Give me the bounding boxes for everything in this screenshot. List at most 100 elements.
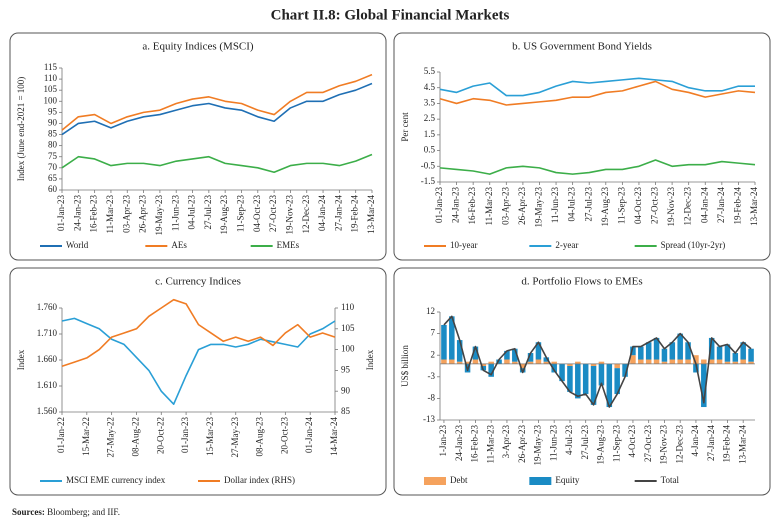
- y-tick-label: 100: [44, 95, 58, 105]
- x-tick-label: 04-Jan-24: [317, 195, 327, 231]
- legend-label: Spread (10yr-2yr): [661, 240, 726, 250]
- y-axis-label: Per cent: [400, 112, 410, 142]
- x-tick-label: 3-Apr-23: [501, 425, 511, 459]
- bar: [677, 333, 683, 360]
- bar: [527, 361, 534, 364]
- x-tick-label: 27-Jul-23: [203, 195, 213, 230]
- x-tick-label: 01-Jan-23: [56, 195, 66, 231]
- bar: [638, 359, 644, 364]
- x-tick-label: 19-Aug-23: [600, 187, 610, 227]
- x-tick-label: 15-Mar-22: [81, 417, 91, 456]
- y-tick-label: 4.5: [424, 82, 436, 92]
- y2-tick-label: 105: [341, 323, 355, 333]
- bar: [748, 348, 754, 362]
- bar: [614, 368, 620, 395]
- bar: [677, 359, 683, 364]
- x-tick-label: 04-Jul-23: [187, 195, 197, 230]
- bar: [716, 359, 723, 364]
- x-tick-label: 11-Sep-23: [616, 187, 626, 225]
- sources-text: Bloomberg; and IIF.: [47, 507, 120, 517]
- bar: [685, 342, 691, 360]
- series-line: [61, 317, 336, 405]
- legend-label: Equity: [555, 475, 579, 485]
- x-tick-label: 4-Oct-23: [627, 425, 637, 458]
- bar: [685, 359, 691, 364]
- panel-frame: [9, 32, 387, 261]
- y2-tick-label: 100: [341, 344, 355, 354]
- legend-label: 10-year: [450, 240, 477, 250]
- y-tick-label: 65: [48, 173, 58, 183]
- bar: [575, 361, 581, 364]
- bar: [614, 363, 620, 369]
- x-tick-label: 27-Jul-23: [583, 187, 593, 222]
- bar: [693, 355, 699, 364]
- bar: [732, 361, 739, 364]
- x-tick-label: 4-Jan-24: [690, 425, 700, 457]
- x-tick-label: 26-Apr-23: [517, 425, 527, 463]
- sources: Sources: Bloomberg; and IIF.: [12, 507, 120, 517]
- bar: [519, 363, 526, 369]
- x-tick-label: 11-Jun-23: [548, 425, 558, 462]
- x-tick-label: 08-Aug-23: [255, 417, 265, 457]
- y2-tick-label: 90: [341, 385, 351, 395]
- y2-tick-label: 95: [341, 364, 351, 374]
- bar: [567, 363, 573, 366]
- legend-swatch: [529, 477, 552, 485]
- x-tick-label: 19-Aug-23: [596, 425, 606, 465]
- y2-axis-label: Index: [365, 349, 375, 370]
- x-tick-label: 11-Mar-23: [105, 195, 115, 234]
- y-tick-label: -0.5: [421, 160, 436, 170]
- bar: [441, 359, 447, 364]
- x-tick-label: 27-Jul-23: [580, 425, 590, 460]
- bar: [504, 359, 510, 364]
- panel-title: d. Portfolio Flows to EMEs: [521, 276, 642, 288]
- x-tick-label: 26-Apr-23: [138, 195, 148, 233]
- series-line: [61, 73, 373, 131]
- panel-frame: [393, 32, 771, 261]
- panel-frame: [9, 267, 387, 496]
- x-tick-label: 13-Mar-24: [366, 195, 376, 234]
- y-tick-label: 0.5: [424, 145, 436, 155]
- y-tick-label: 1.560: [37, 406, 58, 416]
- bar: [645, 359, 652, 364]
- x-tick-label: 27-Jan-24: [333, 195, 343, 231]
- x-tick-label: 01-Jan-23: [434, 187, 444, 223]
- x-tick-label: 01-Jan-24: [304, 417, 314, 453]
- x-tick-label: 19-Nov-23: [284, 195, 294, 235]
- bar: [724, 361, 731, 364]
- bar: [488, 361, 494, 364]
- x-tick-label: 19-Nov-23: [659, 425, 669, 465]
- x-tick-label: 11-Jun-23: [170, 195, 180, 232]
- x-tick-label: 11-Sep-23: [236, 195, 246, 233]
- panel-frame: [393, 267, 771, 496]
- y-tick-label: 115: [44, 62, 58, 72]
- panel-title: b. US Government Bond Yields: [512, 41, 652, 53]
- bar: [472, 359, 479, 364]
- y-tick-label: 70: [48, 162, 58, 172]
- y-tick-label: 105: [44, 84, 58, 94]
- series-line: [439, 80, 756, 106]
- y-axis-label: Index: [16, 349, 26, 370]
- y-axis-label: Index (June end-2021 = 100): [16, 77, 26, 182]
- series-line: [61, 153, 373, 174]
- bar: [653, 359, 660, 364]
- x-tick-label: 27-Oct-23: [643, 425, 653, 462]
- bar: [606, 363, 613, 408]
- x-tick-label: 12-Dec-23: [301, 195, 311, 234]
- x-tick-label: 20-Oct-23: [279, 417, 289, 454]
- x-tick-label: 11-Jun-23: [550, 187, 560, 224]
- x-tick-label: 19-Feb-24: [732, 187, 742, 225]
- x-tick-label: 19-Nov-23: [666, 187, 676, 227]
- legend-label: Debt: [450, 475, 468, 485]
- sources-label: Sources:: [12, 507, 45, 517]
- y-tick-label: -1.5: [421, 176, 436, 186]
- y-tick-label: 90: [48, 118, 58, 128]
- x-tick-label: 04-Oct-23: [633, 187, 643, 224]
- y-tick-label: 1.5: [424, 129, 436, 139]
- x-tick-label: 26-Apr-23: [517, 187, 527, 225]
- x-tick-label: 08-Aug-22: [131, 417, 141, 457]
- x-tick-label: 04-Oct-23: [252, 195, 262, 232]
- bar: [512, 348, 518, 362]
- x-tick-label: 4-Jul-23: [564, 425, 574, 455]
- x-tick-label: 01-Jan-23: [180, 417, 190, 453]
